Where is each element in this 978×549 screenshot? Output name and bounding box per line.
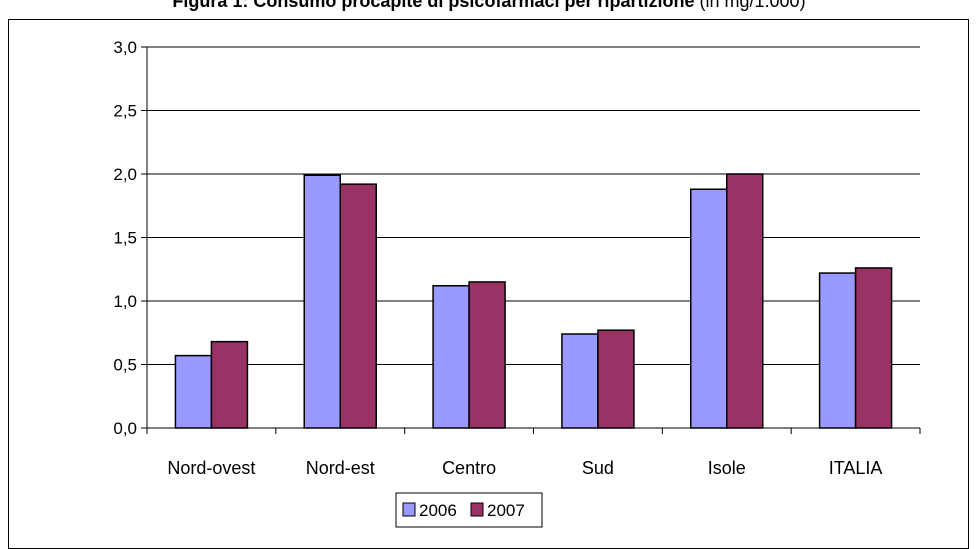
y-tick-label: 1,5 (113, 229, 137, 248)
y-axis-ticks: 0,0 0,5 1,0 1,5 2,0 2,5 3,0 (113, 38, 147, 438)
bar-2006-isole (690, 188, 728, 429)
bar-2006-centro (432, 285, 470, 429)
y-tick-label: 2,5 (113, 102, 137, 121)
bar-2007-isole (726, 173, 764, 429)
bar-2006-nord-est (303, 174, 341, 429)
legend-swatch-2006 (402, 502, 416, 517)
x-category-label: Nord-est (306, 458, 375, 478)
bar-2007-nord-ovest (210, 340, 249, 429)
x-axis-categories: Nord-ovest Nord-est Centro Sud Isole ITALIA (167, 458, 882, 478)
x-category-label: ITALIA (829, 458, 883, 478)
legend-label-2007: 2007 (487, 501, 525, 520)
bars (174, 173, 893, 429)
bar-2007-sud (597, 329, 635, 429)
x-category-label: Nord-ovest (167, 458, 255, 478)
chart-title-unit: (in mg/1.000) (694, 0, 806, 11)
y-tick-label: 0,5 (113, 356, 137, 375)
bar-2007-italia (854, 267, 893, 429)
legend: 2006 2007 (395, 492, 543, 528)
bar-2006-nord-ovest (174, 354, 213, 429)
y-tick-label: 2,0 (113, 165, 137, 184)
legend-label-2006: 2006 (419, 501, 457, 520)
legend-box (395, 492, 543, 528)
y-tick-label: 1,0 (113, 292, 137, 311)
bar-chart: 0,0 0,5 1,0 1,5 2,0 2,5 3,0 Nord-ovest Nord-est… (113, 38, 921, 528)
bar-2006-italia (818, 272, 857, 429)
bar-2007-centro (468, 281, 506, 429)
axes (146, 47, 921, 434)
grid-lines (147, 46, 920, 365)
bar-2007-nord-est (339, 183, 377, 429)
y-tick-label: 0,0 (113, 419, 137, 438)
chart-title-bold: Figura 1: Consumo procapite di psicofarm… (172, 0, 695, 11)
y-tick-label: 3,0 (113, 38, 137, 57)
bar-2006-sud (561, 333, 599, 429)
legend-swatch-2007 (470, 502, 484, 517)
x-category-label: Sud (582, 458, 614, 478)
x-category-label: Isole (708, 458, 746, 478)
chart-title: Figura 1: Consumo procapite di psicofarm… (0, 0, 978, 12)
x-category-label: Centro (442, 458, 496, 478)
